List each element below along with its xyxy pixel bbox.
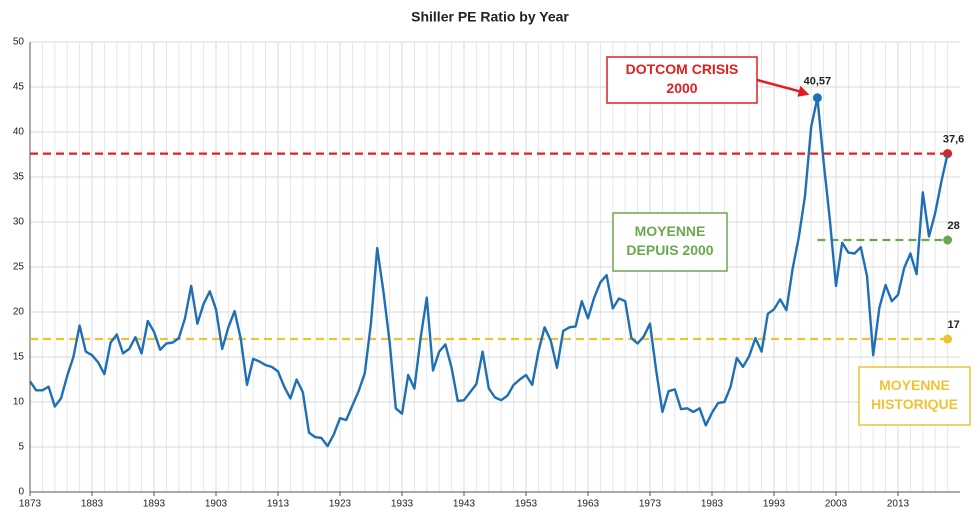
x-tick-label: 2013 bbox=[887, 499, 910, 510]
y-tick-label: 45 bbox=[13, 82, 25, 93]
y-tick-label: 10 bbox=[13, 397, 25, 408]
y-tick-label: 50 bbox=[13, 37, 25, 48]
reference-label: 17 bbox=[947, 319, 959, 331]
annotation-arrow bbox=[756, 78, 802, 94]
annotation-text: MOYENNE bbox=[635, 223, 706, 239]
data-line bbox=[29, 96, 949, 448]
x-tick-label: 1993 bbox=[763, 499, 786, 510]
annotation-box bbox=[606, 56, 758, 104]
x-tick-label: 1893 bbox=[143, 499, 166, 510]
annotation-box bbox=[612, 212, 728, 272]
y-tick-label: 0 bbox=[18, 487, 24, 498]
annotation-text: DOTCOM CRISIS bbox=[626, 61, 739, 77]
reference-label: 28 bbox=[947, 220, 959, 232]
y-tick-label: 5 bbox=[18, 442, 24, 453]
annotation-text: 2000 bbox=[666, 80, 697, 96]
annotation-text: MOYENNE bbox=[879, 377, 950, 393]
peak-dot bbox=[812, 93, 822, 103]
y-tick-label: 20 bbox=[13, 307, 25, 318]
peak-label: 40,57 bbox=[804, 76, 832, 88]
x-tick-label: 1903 bbox=[205, 499, 228, 510]
x-tick-label: 1983 bbox=[701, 499, 724, 510]
x-tick-label: 1953 bbox=[515, 499, 538, 510]
annotation-text: DEPUIS 2000 bbox=[626, 242, 713, 258]
x-tick-label: 2003 bbox=[825, 499, 848, 510]
annotation-box bbox=[858, 366, 971, 426]
reference-dot bbox=[943, 334, 953, 344]
x-tick-label: 1933 bbox=[391, 499, 414, 510]
x-tick-label: 1943 bbox=[453, 499, 476, 510]
y-tick-label: 30 bbox=[13, 217, 25, 228]
x-tick-label: 1963 bbox=[577, 499, 600, 510]
x-tick-label: 1883 bbox=[81, 499, 104, 510]
arrow-head bbox=[797, 85, 810, 97]
y-tick-label: 40 bbox=[13, 127, 25, 138]
x-tick-label: 1873 bbox=[19, 499, 42, 510]
y-tick-label: 35 bbox=[13, 172, 25, 183]
reference-label: 37,6 bbox=[943, 134, 964, 146]
x-tick-label: 1923 bbox=[329, 499, 352, 510]
annotation-text: HISTORIQUE bbox=[871, 396, 958, 412]
y-tick-label: 25 bbox=[13, 262, 25, 273]
x-tick-label: 1913 bbox=[267, 499, 290, 510]
x-tick-label: 1973 bbox=[639, 499, 662, 510]
y-tick-label: 15 bbox=[13, 352, 25, 363]
chart-title: Shiller PE Ratio by Year bbox=[411, 9, 569, 25]
reference-dot bbox=[943, 235, 953, 245]
